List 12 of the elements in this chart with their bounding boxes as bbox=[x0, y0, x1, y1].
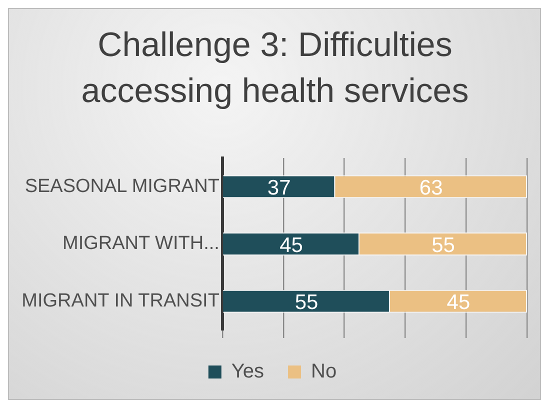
data-label: 63 bbox=[419, 176, 443, 200]
legend-label: Yes bbox=[231, 360, 264, 383]
data-label: 37 bbox=[267, 176, 291, 200]
data-label: 55 bbox=[432, 234, 455, 257]
y-tick-label: MIGRANT WITH... bbox=[62, 233, 220, 254]
y-tick-label: SEASONAL MIGRANT bbox=[24, 176, 220, 197]
y-tick-label: MIGRANT IN TRANSIT bbox=[22, 290, 220, 312]
data-label: 45 bbox=[446, 291, 470, 314]
legend-label: No bbox=[311, 360, 337, 383]
data-label: 55 bbox=[294, 291, 318, 314]
data-label: 45 bbox=[280, 234, 303, 257]
chart-title: Challenge 3: Difficulties accessing health services bbox=[80, 25, 470, 112]
